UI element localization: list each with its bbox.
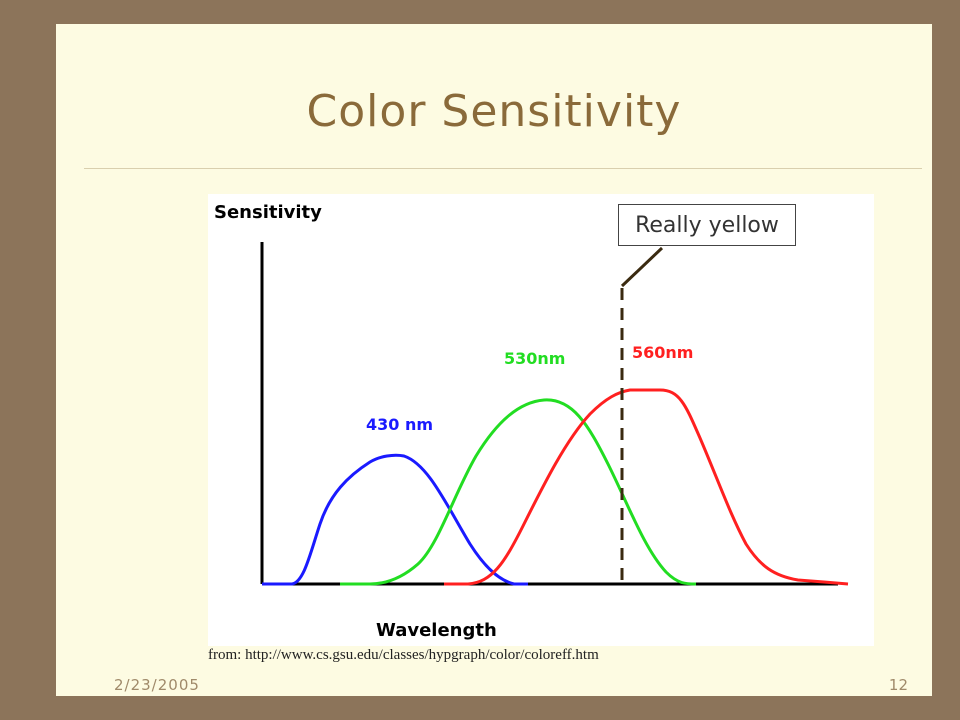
slide: Color Sensitivity Sensitivity Wavelength… (56, 24, 932, 696)
curve-label-530nm: 530nm (504, 349, 565, 368)
curve-label-560nm: 560nm (632, 343, 693, 362)
footer-page-number: 12 (889, 676, 908, 694)
callout-leader-line (622, 248, 662, 286)
x-axis-label: Wavelength (376, 620, 497, 641)
curve-label-430nm: 430 nm (366, 415, 433, 434)
sensitivity-figure: Sensitivity Wavelength 430 nm 530nm 560n… (208, 194, 874, 646)
slide-title: Color Sensitivity (56, 86, 932, 137)
curve-430nm (262, 455, 528, 584)
sensitivity-diagram: Sensitivity Wavelength 430 nm 530nm 560n… (208, 194, 874, 646)
footer-date: 2/23/2005 (114, 676, 200, 694)
really-yellow-callout: Really yellow (618, 204, 796, 246)
source-citation: from: http://www.cs.gsu.edu/classes/hypg… (208, 647, 599, 664)
title-divider (84, 168, 922, 169)
y-axis-label: Sensitivity (214, 202, 322, 223)
